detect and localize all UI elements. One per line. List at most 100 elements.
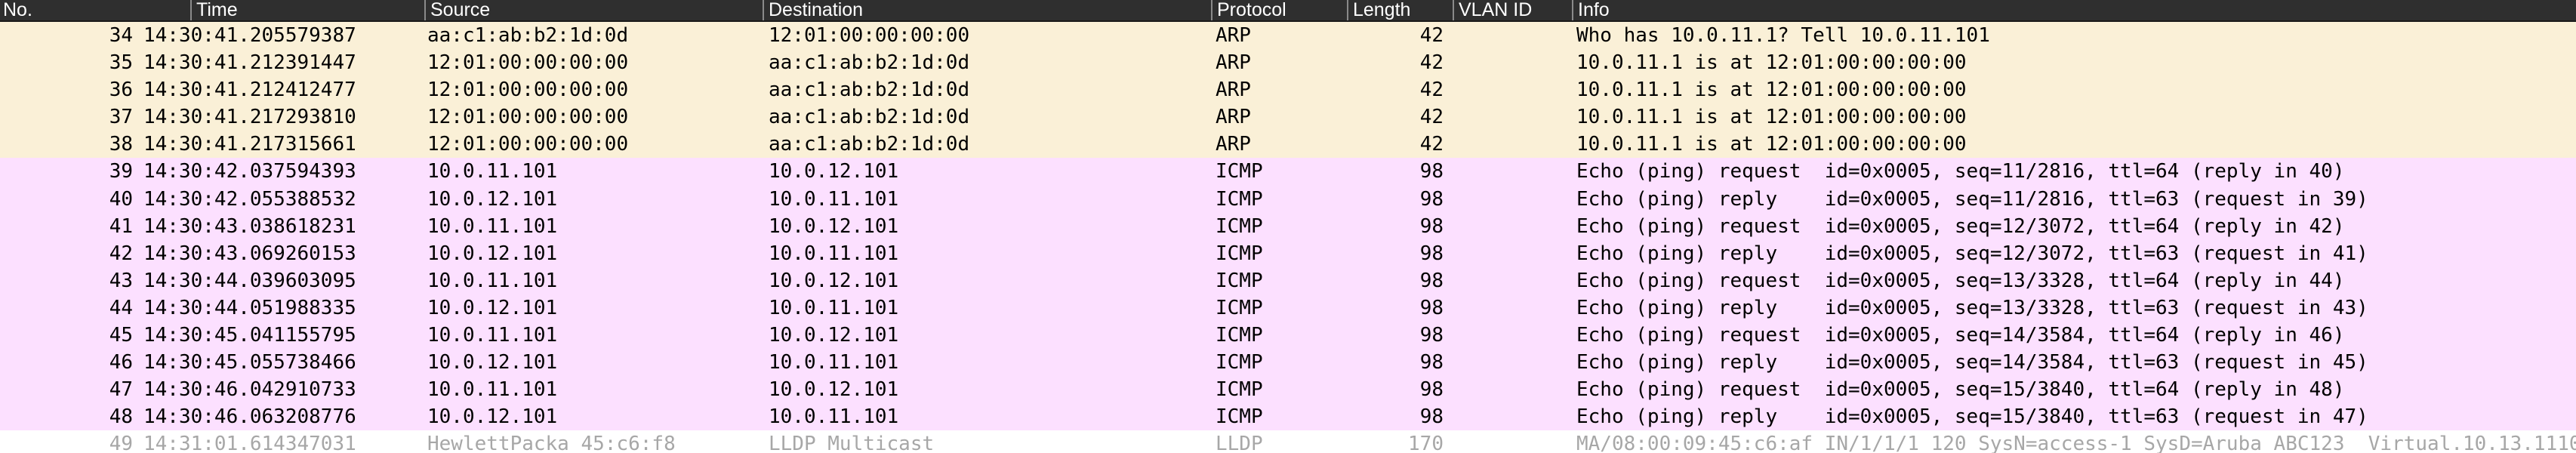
packet-row[interactable]: 44 14:30:44.051988335 10.0.12.101 10.0.11.1… — [0, 294, 2576, 322]
packet-length: 98 — [1419, 405, 1444, 429]
packet-destination: 10.0.12.101 — [769, 214, 899, 238]
packet-vlan-id — [1453, 294, 1573, 322]
packet-protocol: ICMP — [1216, 351, 1263, 374]
packet-time: 14:30:44.039603095 — [143, 269, 356, 292]
packet-destination: aa:c1:ab:b2:1d:0d — [769, 106, 970, 129]
packet-length: 42 — [1419, 24, 1444, 47]
packet-row[interactable]: 40 14:30:42.055388532 10.0.12.101 10.0.11.1… — [0, 185, 2576, 213]
packet-destination: 10.0.11.101 — [769, 296, 899, 319]
packet-vlan-id — [1453, 322, 1573, 349]
packet-source: 10.0.11.101 — [427, 214, 558, 238]
packet-row[interactable]: 34 14:30:41.205579387 aa:c1:ab:b2:1d:0d 12:… — [0, 22, 2576, 50]
packet-time: 14:30:41.217315661 — [143, 133, 356, 156]
packet-vlan-id — [1453, 240, 1573, 267]
packet-protocol: ICMP — [1216, 214, 1263, 238]
packet-info: 10.0.11.1 is at 12:01:00:00:00:00 — [1576, 106, 1967, 129]
packet-destination: LLDP_Multicast — [769, 433, 935, 453]
packet-length: 98 — [1419, 214, 1444, 238]
packet-length: 42 — [1419, 133, 1444, 156]
packet-time: 14:30:45.055738466 — [143, 351, 356, 374]
column-header-info[interactable]: Info — [1572, 0, 2576, 20]
packet-time: 14:30:41.205579387 — [143, 24, 356, 47]
packet-length: 98 — [1419, 187, 1444, 211]
packet-vlan-id — [1453, 349, 1573, 376]
packet-source: 10.0.12.101 — [427, 187, 558, 211]
packet-no: 38 — [109, 133, 133, 156]
packet-length: 170 — [1408, 433, 1444, 453]
packet-no: 46 — [109, 351, 133, 374]
packet-source: HewlettPacka_45:c6:f8 — [427, 433, 676, 453]
packet-row[interactable]: 35 14:30:41.212391447 12:01:00:00:00:00 aa:… — [0, 49, 2576, 77]
packet-source: 10.0.12.101 — [427, 296, 558, 319]
packet-vlan-id — [1453, 376, 1573, 403]
packet-time: 14:30:46.063208776 — [143, 405, 356, 429]
packet-protocol: ICMP — [1216, 269, 1263, 292]
packet-no: 35 — [109, 51, 133, 75]
packet-row[interactable]: 39 14:30:42.037594393 10.0.11.101 10.0.12.1… — [0, 158, 2576, 186]
packet-source: 12:01:00:00:00:00 — [427, 106, 629, 129]
packet-source: 12:01:00:00:00:00 — [427, 51, 629, 75]
packet-source: 10.0.11.101 — [427, 324, 558, 347]
packet-row[interactable]: 41 14:30:43.038618231 10.0.11.101 10.0.12.1… — [0, 212, 2576, 240]
packet-row[interactable]: 46 14:30:45.055738466 10.0.12.101 10.0.11.1… — [0, 349, 2576, 377]
packet-source: 10.0.11.101 — [427, 269, 558, 292]
packet-source: aa:c1:ab:b2:1d:0d — [427, 24, 629, 47]
packet-protocol: ICMP — [1216, 378, 1263, 402]
packet-row[interactable]: 42 14:30:43.069260153 10.0.12.101 10.0.11.1… — [0, 239, 2576, 267]
packet-time: 14:30:42.037594393 — [143, 160, 356, 183]
packet-row[interactable]: 48 14:30:46.063208776 10.0.12.101 10.0.11.1… — [0, 403, 2576, 431]
packet-info: 10.0.11.1 is at 12:01:00:00:00:00 — [1576, 51, 1967, 75]
packet-destination: aa:c1:ab:b2:1d:0d — [769, 79, 970, 102]
packet-info: Who has 10.0.11.1? Tell 10.0.11.101 — [1576, 24, 1990, 47]
packet-protocol: ICMP — [1216, 160, 1263, 183]
packet-protocol: ARP — [1216, 106, 1251, 129]
packet-source: 12:01:00:00:00:00 — [427, 133, 629, 156]
packet-no: 48 — [109, 405, 133, 429]
packet-destination: 10.0.11.101 — [769, 187, 899, 211]
packet-info: Echo (ping) request id=0x0005, seq=13/33… — [1576, 269, 2345, 292]
packet-no: 41 — [109, 214, 133, 238]
packet-vlan-id — [1453, 158, 1573, 185]
packet-info: Echo (ping) reply id=0x0005, seq=13/3328… — [1576, 296, 2368, 319]
packet-row[interactable]: 43 14:30:44.039603095 10.0.11.101 10.0.12.1… — [0, 267, 2576, 294]
packet-row[interactable]: 47 14:30:46.042910733 10.0.11.101 10.0.12.1… — [0, 376, 2576, 404]
packet-time: 14:30:42.055388532 — [143, 187, 356, 211]
packet-destination: 10.0.11.101 — [769, 242, 899, 265]
column-header-protocol[interactable]: Protocol — [1211, 0, 1347, 20]
packet-row[interactable]: 36 14:30:41.212412477 12:01:00:00:00:00 aa:… — [0, 76, 2576, 104]
packet-length: 42 — [1419, 79, 1444, 102]
packet-row[interactable]: 38 14:30:41.217315661 12:01:00:00:00:00 aa:… — [0, 131, 2576, 159]
packet-time: 14:31:01.614347031 — [143, 433, 356, 453]
column-header-no[interactable]: No. — [3, 0, 32, 20]
packet-no: 47 — [109, 378, 133, 402]
column-header-row: No. Time Source Destination Protocol Len… — [0, 0, 2576, 22]
column-header-time[interactable]: Time — [190, 0, 424, 20]
packet-row[interactable]: 45 14:30:45.041155795 10.0.11.101 10.0.12.1… — [0, 322, 2576, 350]
packet-time: 14:30:41.217293810 — [143, 106, 356, 129]
packet-length: 98 — [1419, 324, 1444, 347]
packet-no: 36 — [109, 79, 133, 102]
packet-vlan-id — [1453, 49, 1573, 76]
packet-destination: 10.0.12.101 — [769, 324, 899, 347]
packet-destination: 10.0.11.101 — [769, 351, 899, 374]
packet-destination: 12:01:00:00:00:00 — [769, 24, 970, 47]
packet-info: Echo (ping) request id=0x0005, seq=15/38… — [1576, 378, 2345, 402]
packet-source: 10.0.12.101 — [427, 351, 558, 374]
packet-info: Echo (ping) reply id=0x0005, seq=14/3584… — [1576, 351, 2368, 374]
column-header-source[interactable]: Source — [424, 0, 763, 20]
packet-no: 45 — [109, 324, 133, 347]
packet-info: Echo (ping) reply id=0x0005, seq=12/3072… — [1576, 242, 2368, 265]
packet-source: 10.0.12.101 — [427, 242, 558, 265]
column-header-destination[interactable]: Destination — [763, 0, 1211, 20]
packet-destination: 10.0.11.101 — [769, 405, 899, 429]
packet-source: 12:01:00:00:00:00 — [427, 79, 629, 102]
packet-row[interactable]: 37 14:30:41.217293810 12:01:00:00:00:00 aa:… — [0, 103, 2576, 131]
column-header-vlan-id[interactable]: VLAN ID — [1453, 0, 1572, 20]
packet-info: 10.0.11.1 is at 12:01:00:00:00:00 — [1576, 133, 1967, 156]
packet-time: 14:30:41.212391447 — [143, 51, 356, 75]
column-header-length[interactable]: Length — [1347, 0, 1453, 20]
packet-source: 10.0.12.101 — [427, 405, 558, 429]
packet-length: 42 — [1419, 106, 1444, 129]
packet-row[interactable]: 49 14:31:01.614347031 HewlettPacka_45:c6:f… — [0, 430, 2576, 453]
packet-vlan-id — [1453, 267, 1573, 294]
